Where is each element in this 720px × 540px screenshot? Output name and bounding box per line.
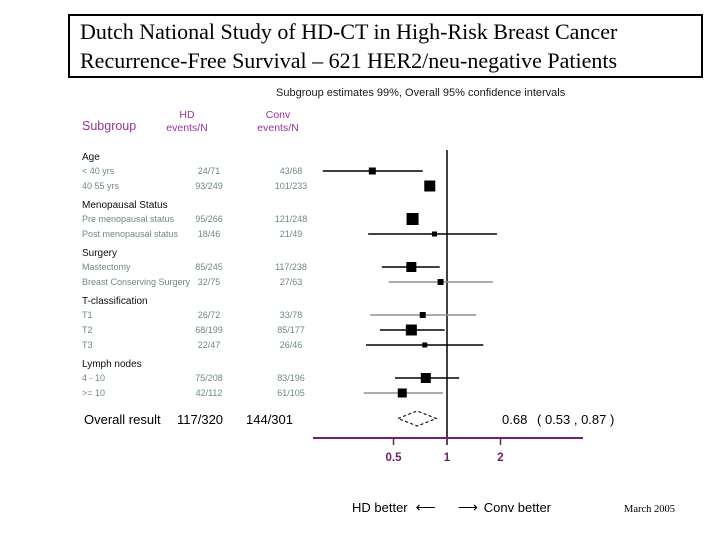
overall-estimate-or: 0.68 — [502, 412, 528, 427]
or-square — [405, 324, 417, 336]
hd-events-value: 32/75 — [197, 277, 221, 287]
conv-events-value: 101/233 — [274, 181, 308, 191]
subgroup-column-header: Subgroup — [82, 119, 137, 133]
group-header: T-classification — [82, 296, 148, 307]
subtitle: Subgroup estimates 99%, Overall 95% conf… — [276, 87, 566, 99]
subgroup-row-label: Mastectomy — [82, 262, 131, 272]
conv-better-label: Conv better — [483, 500, 551, 515]
title-box: Dutch National Study of HD-CT in High-Ri… — [68, 14, 703, 78]
conv-events-value: 43/68 — [279, 166, 303, 176]
overall-estimate-ci: ( 0.53 , 0.87 ) — [537, 412, 615, 427]
subgroup-row-label: 4 - 10 — [82, 373, 106, 383]
overall-conv-events-value: 144/301 — [246, 412, 293, 427]
hd-column-header: HD events/N — [142, 109, 232, 135]
subgroup-row-label: Post menopausal status — [82, 229, 179, 239]
hd-column-header-line1: HD — [179, 109, 195, 121]
x-axis-tick-label: 1 — [444, 452, 451, 464]
subgroup-row-label: T3 — [82, 340, 93, 350]
subgroup-row-label: >= 10 — [82, 388, 106, 398]
conv-events-value: 61/105 — [277, 388, 305, 398]
or-square — [406, 213, 419, 225]
left-arrow-icon: ⟵ — [415, 499, 436, 515]
hd-column-header-line2: events/N — [166, 122, 208, 134]
conv-events-value: 83/196 — [277, 373, 305, 383]
hd-events-value: 95/266 — [195, 214, 223, 224]
hd-events-value: 18/46 — [197, 229, 221, 239]
conv-column-header-line2: events/N — [257, 122, 299, 134]
hd-better-label: HD better — [352, 500, 408, 515]
axis-direction-labels: HD better ⟵ ⟶ Conv better — [352, 499, 551, 516]
or-square — [437, 279, 444, 285]
subgroup-row-label: Pre menopausal status — [82, 214, 175, 224]
x-axis-ticks: 0.5 1 2 — [386, 437, 504, 464]
hd-events-value: 22/47 — [197, 340, 221, 350]
or-square — [406, 262, 417, 272]
subgroup-row-label: T2 — [82, 325, 93, 335]
hd-events-value: 24/71 — [197, 166, 221, 176]
forest-markers — [322, 167, 497, 398]
hd-events-value: 68/199 — [195, 325, 223, 335]
x-axis-tick-label: 2 — [497, 452, 503, 464]
conv-events-value: 27/63 — [279, 277, 303, 287]
slide-date: March 2005 — [624, 504, 676, 515]
or-square — [368, 167, 376, 175]
overall-diamond-shape — [396, 410, 438, 427]
right-arrow-icon: ⟶ — [457, 499, 478, 515]
conv-events-value: 26/46 — [279, 340, 303, 350]
group-header: Age — [82, 152, 100, 163]
subgroup-row-label: < 40 yrs — [82, 166, 115, 176]
or-square — [431, 231, 437, 237]
hd-events-value: 75/208 — [195, 373, 223, 383]
hd-events-value: 85/245 — [195, 262, 223, 272]
hd-events-value: 42/112 — [195, 388, 223, 398]
or-square — [397, 388, 407, 398]
conv-column-header-line1: Conv — [265, 109, 291, 121]
conv-events-value: 21/49 — [279, 229, 303, 239]
group-header: Menopausal Status — [82, 200, 168, 211]
or-square — [419, 312, 426, 318]
x-axis-tick-label: 0.5 — [386, 452, 403, 464]
hd-events-value: 26/72 — [197, 310, 221, 320]
subgroup-row-label: 40 55 yrs — [82, 181, 120, 191]
or-square — [424, 180, 436, 192]
group-header: Surgery — [82, 248, 118, 259]
conv-column-header: Conv events/N — [233, 109, 323, 135]
or-square — [420, 373, 431, 383]
conv-events-value: 85/177 — [277, 325, 305, 335]
conv-events-value: 33/78 — [279, 310, 303, 320]
subgroup-row-label: Breast Conserving Surgery — [82, 277, 191, 287]
title-line-1: Dutch National Study of HD-CT in High-Ri… — [80, 19, 618, 44]
group-header: Lymph nodes — [82, 359, 142, 370]
conv-events-value: 117/238 — [275, 262, 307, 272]
hd-events-value: 93/249 — [195, 181, 223, 191]
title-line-2: Recurrence-Free Survival – 621 HER2/neu-… — [80, 48, 618, 73]
or-square — [422, 342, 428, 348]
overall-hd-events-value: 117/320 — [177, 412, 224, 427]
conv-events-value: 121/248 — [274, 214, 308, 224]
subgroup-row-label: T1 — [82, 310, 93, 320]
overall-result-label: Overall result — [84, 412, 161, 427]
overall-diamond — [396, 410, 438, 427]
